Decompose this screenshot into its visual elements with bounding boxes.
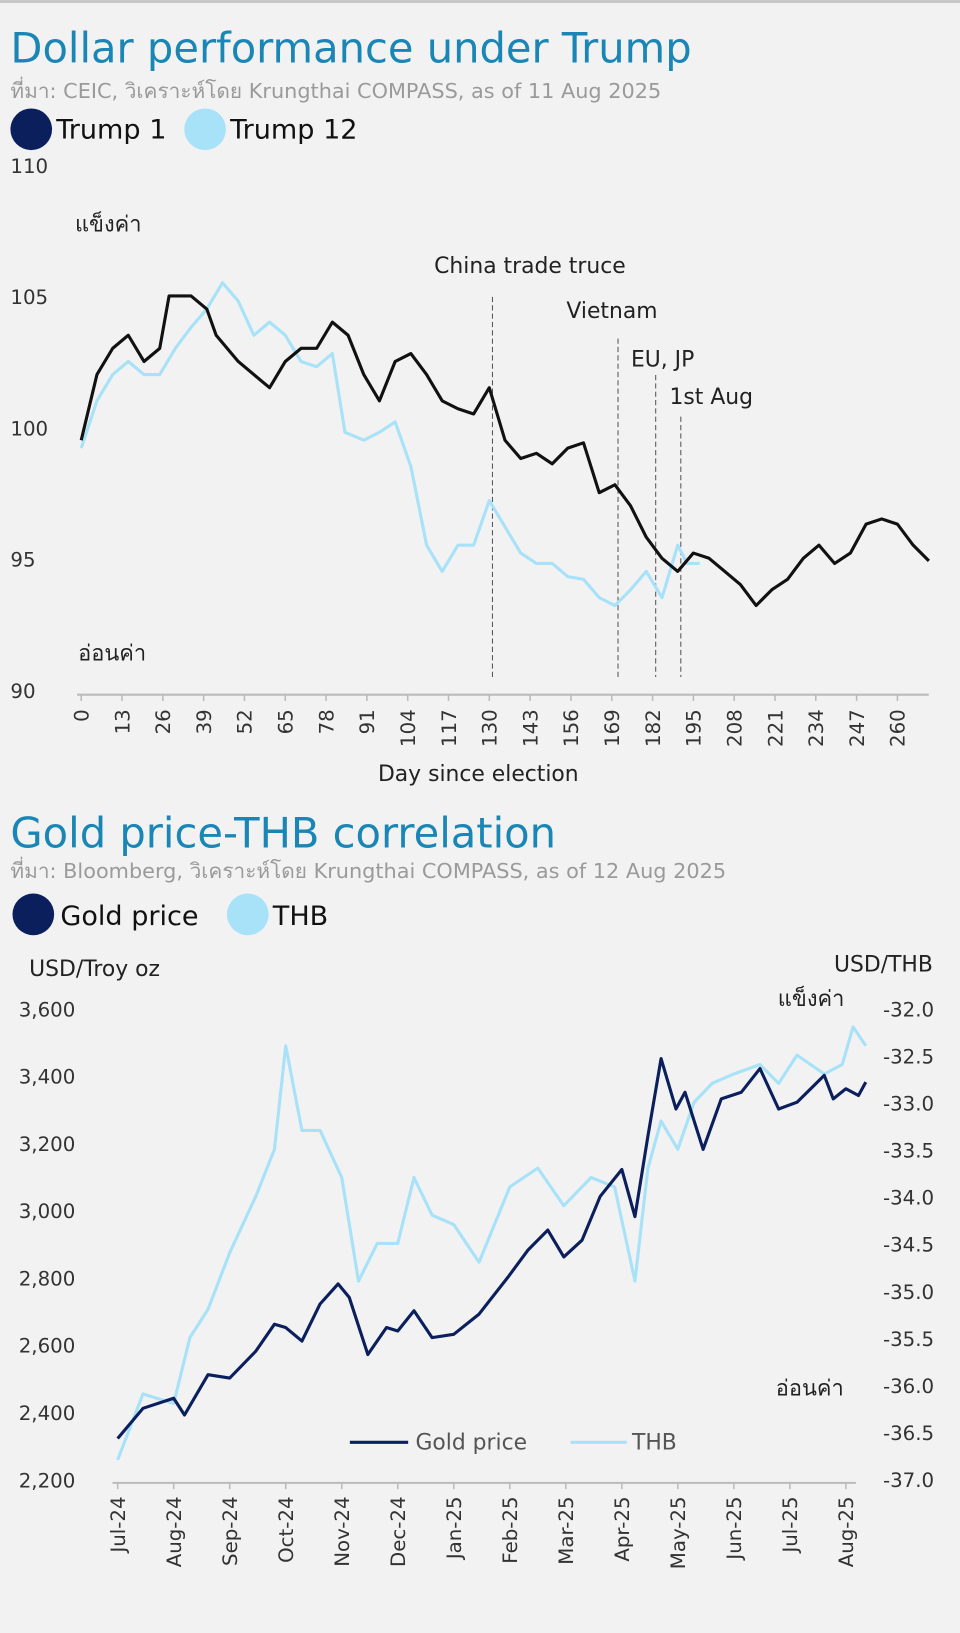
chart2-subtitle: ที่มา: Bloomberg, วิเคราะห์โดย Krungthai… xyxy=(10,857,726,883)
legend-label-gold: Gold price xyxy=(60,901,198,932)
x-tick-label: Aug-25 xyxy=(835,1496,858,1567)
strong-label-2: แข็งค่า xyxy=(778,984,845,1012)
x-tick-label: Jan-25 xyxy=(443,1496,466,1561)
x-tick-label: 52 xyxy=(234,709,257,734)
x-tick-label: 13 xyxy=(111,709,134,734)
x-tick-label: 117 xyxy=(438,709,461,747)
x-tick-label: May-25 xyxy=(667,1496,690,1569)
x-tick-label: 104 xyxy=(397,709,420,747)
strong-label: แข็งค่า xyxy=(75,209,142,237)
x-tick-label: 182 xyxy=(642,709,665,747)
x-tick-label: Aug-24 xyxy=(163,1496,186,1567)
y-tick-label: 95 xyxy=(10,549,35,572)
legend-label-trump1: Trump 1 xyxy=(55,115,166,146)
y-tick-label: 100 xyxy=(10,417,48,440)
legend-label-thb: THB xyxy=(272,901,328,932)
x-tick-label: Mar-25 xyxy=(555,1496,578,1564)
right-y-tick-label: -32.0 xyxy=(883,998,934,1021)
left-y-tick-label: 3,000 xyxy=(19,1200,76,1223)
legend-dot-trump1 xyxy=(10,108,53,151)
x-tick-label: Oct-24 xyxy=(275,1496,298,1562)
weak-label: อ่อนค่า xyxy=(78,641,146,666)
x-tick-label: 156 xyxy=(560,709,583,747)
right-y-tick-label: -32.5 xyxy=(883,1045,934,1068)
legend-dot-gold xyxy=(12,893,55,936)
right-y-tick-label: -33.0 xyxy=(883,1093,934,1116)
x-tick-label: 130 xyxy=(479,709,502,747)
x-tick-label: 234 xyxy=(805,709,828,747)
x-tick-label: Jul-24 xyxy=(107,1496,130,1554)
right-axis-label: USD/THB xyxy=(834,953,933,978)
left-y-tick-label: 2,200 xyxy=(19,1469,76,1492)
left-y-tick-label: 3,400 xyxy=(19,1066,76,1089)
legend-dot-thb xyxy=(226,893,269,936)
weak-label-2: อ่อนค่า xyxy=(776,1376,844,1401)
x-tick-label: Jul-25 xyxy=(779,1496,802,1554)
x-tick-label: Feb-25 xyxy=(499,1496,522,1563)
x-tick-label: 0 xyxy=(71,709,94,722)
x-tick-label: 65 xyxy=(275,709,298,734)
event-label: Vietnam xyxy=(566,299,657,324)
right-y-tick-label: -36.0 xyxy=(883,1375,934,1398)
x-tick-label: 260 xyxy=(887,709,910,747)
series-line-trump2 xyxy=(79,281,700,608)
x-tick-label: 169 xyxy=(601,709,624,747)
chart1-subtitle: ที่มา: CEIC, วิเคราะห์โดย Krungthai COMP… xyxy=(10,77,661,103)
left-y-tick-label: 2,600 xyxy=(19,1335,76,1358)
left-axis-label: USD/Troy oz xyxy=(29,957,160,982)
right-y-tick-label: -35.0 xyxy=(883,1281,934,1304)
inline-legend-gold: Gold price xyxy=(415,1431,527,1456)
chart1-title: Dollar performance under Trump xyxy=(10,24,691,73)
x-tick-label: 39 xyxy=(193,709,216,734)
y-tick-label: 110 xyxy=(10,155,48,178)
series-line-trump1 xyxy=(79,294,930,608)
right-y-tick-label: -37.0 xyxy=(883,1469,934,1492)
left-y-tick-label: 2,400 xyxy=(19,1402,76,1425)
left-y-tick-label: 3,200 xyxy=(19,1133,76,1156)
x-tick-label: Nov-24 xyxy=(331,1496,354,1566)
x-axis-label: Day since election xyxy=(378,762,579,787)
x-tick-label: 91 xyxy=(356,709,379,734)
x-tick-label: 195 xyxy=(683,709,706,747)
x-tick-label: Sep-24 xyxy=(219,1496,242,1566)
right-y-tick-label: -34.0 xyxy=(883,1187,934,1210)
x-tick-label: 26 xyxy=(152,709,175,734)
right-y-tick-label: -34.5 xyxy=(883,1234,934,1257)
x-tick-label: 143 xyxy=(519,709,542,747)
series-line-thb xyxy=(116,1025,868,1461)
legend-label-trump2: Trump 12 xyxy=(229,115,357,146)
x-tick-label: 247 xyxy=(846,709,869,747)
top-border xyxy=(0,0,960,3)
right-y-tick-label: -36.5 xyxy=(883,1422,934,1445)
legend-dot-trump2 xyxy=(184,108,226,151)
x-tick-label: 221 xyxy=(764,709,787,747)
chart2-title: Gold price-THB correlation xyxy=(10,809,556,858)
x-tick-label: Apr-25 xyxy=(611,1496,634,1561)
series-line-gold xyxy=(116,1057,868,1440)
x-tick-label: 78 xyxy=(315,709,338,734)
y-tick-label: 105 xyxy=(10,286,48,309)
left-y-tick-label: 2,800 xyxy=(19,1267,76,1290)
inline-legend-thb: THB xyxy=(631,1431,677,1456)
event-label: China trade truce xyxy=(434,254,626,279)
y-tick-label: 90 xyxy=(10,680,35,703)
x-tick-label: 208 xyxy=(723,709,746,747)
x-tick-label: Dec-24 xyxy=(387,1496,410,1567)
x-tick-label: Jun-25 xyxy=(723,1496,746,1561)
event-label: 1st Aug xyxy=(670,385,754,410)
event-label: EU, JP xyxy=(631,348,694,373)
right-y-tick-label: -35.5 xyxy=(883,1328,934,1351)
left-y-tick-label: 3,600 xyxy=(19,998,76,1021)
right-y-tick-label: -33.5 xyxy=(883,1140,934,1163)
